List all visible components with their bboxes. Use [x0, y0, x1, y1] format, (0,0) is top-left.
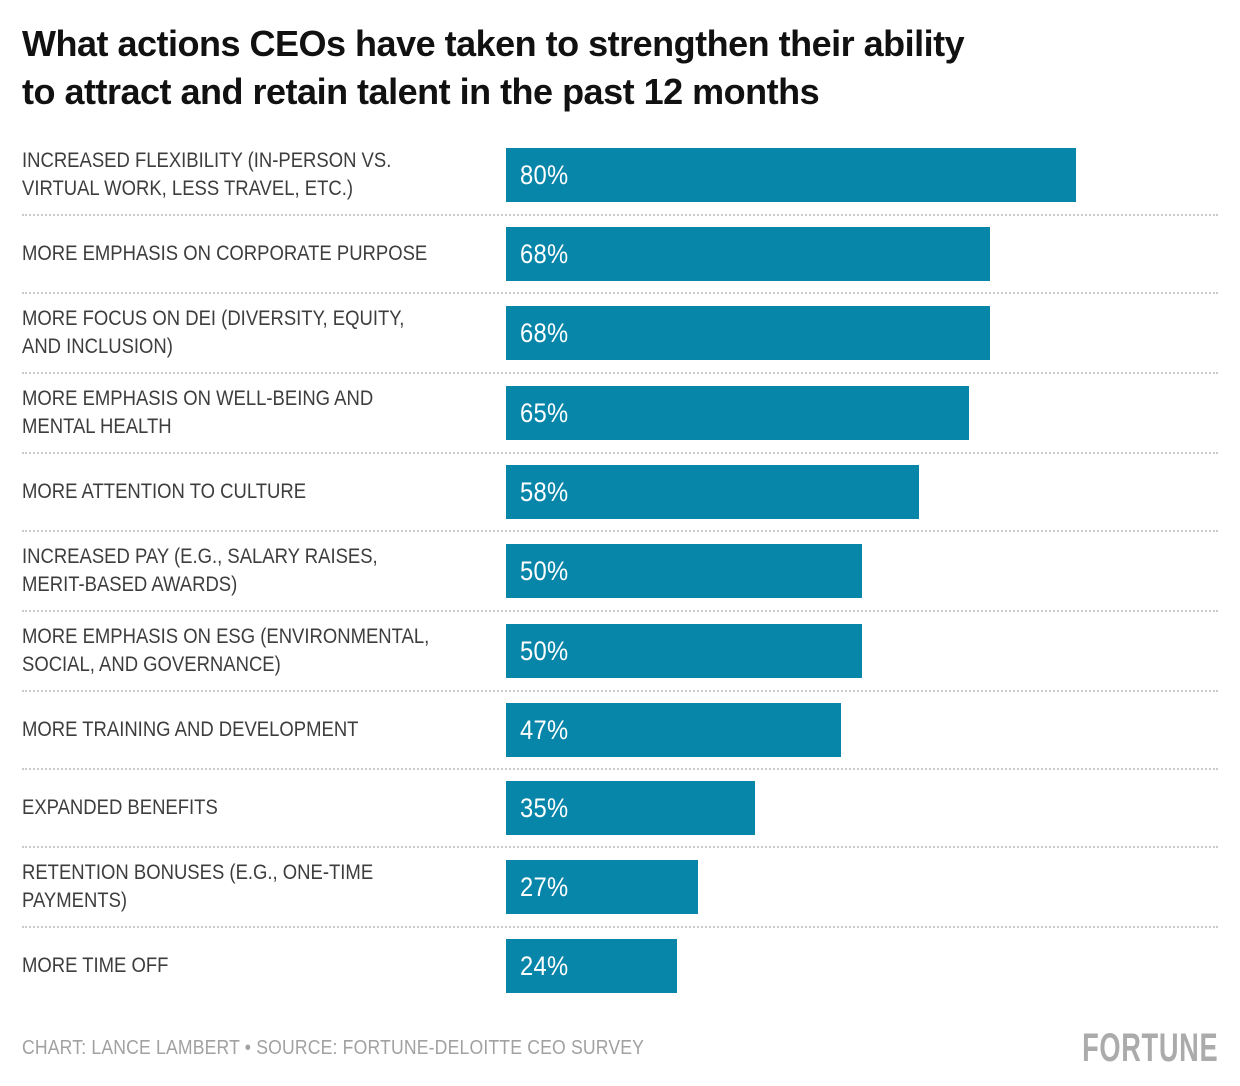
bar: 35% — [506, 781, 756, 835]
value-label-text: 80% — [520, 159, 569, 190]
value-label: 68% — [506, 318, 575, 349]
category-label-text: EXPANDED BENEFITS — [22, 796, 218, 819]
category-label-text: MORE ATTENTION TO CULTURE — [22, 480, 307, 503]
bar-track: 65% — [506, 386, 1218, 440]
category-label-text: MORE FOCUS ON DEI (DIVERSITY, EQUITY, AN… — [22, 307, 405, 358]
bar: 68% — [506, 227, 991, 281]
category-label-text: MORE TRAINING AND DEVELOPMENT — [22, 718, 359, 741]
value-label-text: 24% — [520, 950, 569, 981]
value-label: 68% — [506, 239, 575, 270]
bar-track: 58% — [506, 465, 1218, 519]
bar-chart: INCREASED FLEXIBILITY (IN-PERSON VS. VIR… — [22, 136, 1218, 1004]
chart-row: MORE EMPHASIS ON WELL-BEING AND MENTAL H… — [22, 374, 1218, 454]
bar: 65% — [506, 386, 969, 440]
category-label: INCREASED PAY (E.G., SALARY RAISES, MERI… — [22, 543, 506, 599]
bar: 27% — [506, 860, 699, 914]
category-label-text: INCREASED PAY (E.G., SALARY RAISES, MERI… — [22, 545, 378, 596]
category-label: INCREASED FLEXIBILITY (IN-PERSON VS. VIR… — [22, 147, 506, 203]
bar: 68% — [506, 306, 991, 360]
value-label-text: 68% — [520, 238, 569, 269]
bar: 50% — [506, 624, 862, 678]
chart-row: MORE EMPHASIS ON CORPORATE PURPOSE 68% — [22, 216, 1218, 294]
category-label: EXPANDED BENEFITS — [22, 794, 506, 822]
chart-row: MORE EMPHASIS ON ESG (ENVIRONMENTAL, SOC… — [22, 612, 1218, 692]
bar-track: 68% — [506, 306, 1218, 360]
chart-row: INCREASED FLEXIBILITY (IN-PERSON VS. VIR… — [22, 136, 1218, 216]
value-label-text: 50% — [520, 555, 569, 586]
bar: 47% — [506, 703, 841, 757]
chart-row: RETENTION BONUSES (E.G., ONE-TIME PAYMEN… — [22, 848, 1218, 928]
category-label-text: MORE EMPHASIS ON CORPORATE PURPOSE — [22, 242, 428, 265]
value-label: 58% — [506, 477, 575, 508]
value-label: 80% — [506, 160, 575, 191]
bar-track: 68% — [506, 227, 1218, 281]
bar-track: 47% — [506, 703, 1218, 757]
category-label: MORE EMPHASIS ON CORPORATE PURPOSE — [22, 240, 506, 268]
value-label: 50% — [506, 556, 575, 587]
bar: 24% — [506, 939, 677, 993]
value-label: 24% — [506, 951, 575, 982]
value-label: 35% — [506, 793, 575, 824]
category-label: RETENTION BONUSES (E.G., ONE-TIME PAYMEN… — [22, 859, 506, 915]
value-label-text: 50% — [520, 635, 569, 666]
value-label: 65% — [506, 398, 575, 429]
value-label-text: 68% — [520, 317, 569, 348]
category-label-text: INCREASED FLEXIBILITY (IN-PERSON VS. VIR… — [22, 149, 392, 200]
value-label-text: 58% — [520, 476, 569, 507]
value-label-text: 47% — [520, 714, 569, 745]
value-label-text: 35% — [520, 792, 569, 823]
category-label: MORE EMPHASIS ON ESG (ENVIRONMENTAL, SOC… — [22, 623, 506, 679]
category-label: MORE EMPHASIS ON WELL-BEING AND MENTAL H… — [22, 385, 506, 441]
footer: CHART: LANCE LAMBERT • SOURCE: FORTUNE-D… — [22, 1025, 1218, 1070]
chart-row: MORE ATTENTION TO CULTURE 58% — [22, 454, 1218, 532]
bar-track: 50% — [506, 544, 1218, 598]
category-label: MORE TRAINING AND DEVELOPMENT — [22, 716, 506, 744]
bar-track: 27% — [506, 860, 1218, 914]
value-label-text: 65% — [520, 397, 569, 428]
fortune-logo: FORTUNE — [1081, 1025, 1218, 1070]
bar: 58% — [506, 465, 919, 519]
value-label: 27% — [506, 872, 575, 903]
category-label-text: MORE EMPHASIS ON WELL-BEING AND MENTAL H… — [22, 387, 374, 438]
chart-row: MORE TRAINING AND DEVELOPMENT 47% — [22, 692, 1218, 770]
bar: 80% — [506, 148, 1076, 202]
value-label-text: 27% — [520, 871, 569, 902]
credit-line: CHART: LANCE LAMBERT • SOURCE: FORTUNE-D… — [22, 1036, 645, 1059]
chart-row: MORE TIME OFF 24% — [22, 928, 1218, 1004]
chart-row: EXPANDED BENEFITS 35% — [22, 770, 1218, 848]
category-label-text: MORE EMPHASIS ON ESG (ENVIRONMENTAL, SOC… — [22, 625, 430, 676]
value-label: 50% — [506, 636, 575, 667]
chart-row: MORE FOCUS ON DEI (DIVERSITY, EQUITY, AN… — [22, 294, 1218, 374]
bar-track: 80% — [506, 148, 1218, 202]
category-label: MORE ATTENTION TO CULTURE — [22, 478, 506, 506]
bar-track: 35% — [506, 781, 1218, 835]
bar-track: 50% — [506, 624, 1218, 678]
category-label: MORE TIME OFF — [22, 952, 506, 980]
bar: 50% — [506, 544, 862, 598]
category-label-text: RETENTION BONUSES (E.G., ONE-TIME PAYMEN… — [22, 861, 374, 912]
bar-track: 24% — [506, 939, 1218, 993]
chart-row: INCREASED PAY (E.G., SALARY RAISES, MERI… — [22, 532, 1218, 612]
value-label: 47% — [506, 715, 575, 746]
chart-title: What actions CEOs have taken to strength… — [22, 23, 965, 112]
category-label: MORE FOCUS ON DEI (DIVERSITY, EQUITY, AN… — [22, 305, 506, 361]
category-label-text: MORE TIME OFF — [22, 954, 169, 977]
